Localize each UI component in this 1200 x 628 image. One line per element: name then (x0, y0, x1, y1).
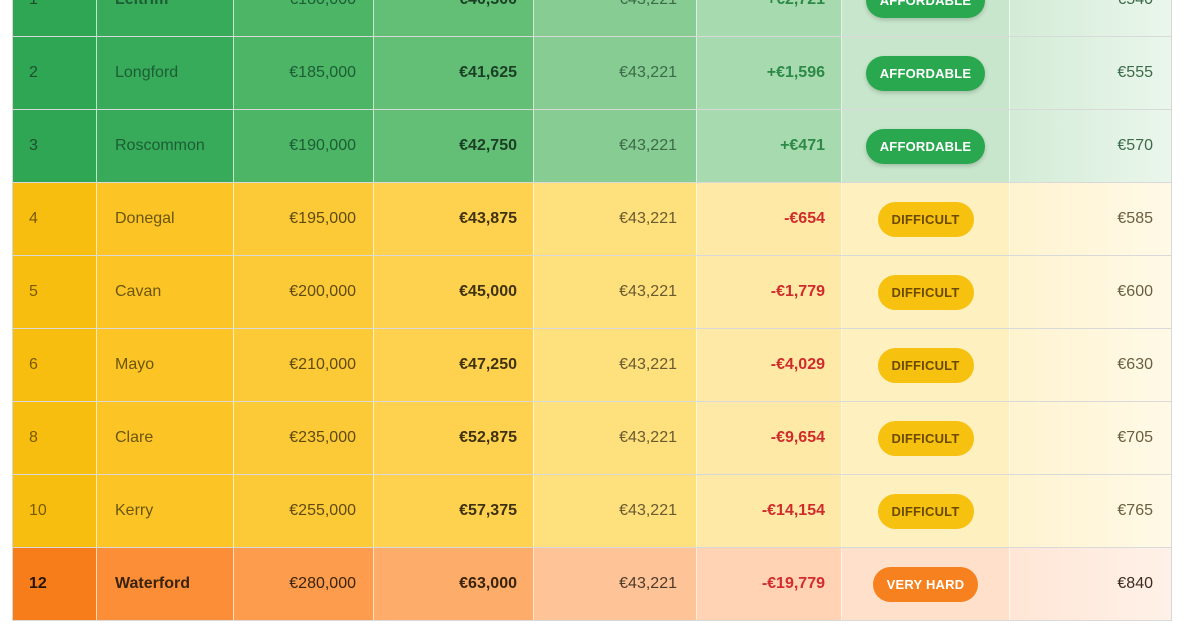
rank-cell: 6 (13, 329, 97, 401)
rank-cell: 5 (13, 256, 97, 328)
gap-cell: -€19,779 (697, 548, 842, 620)
table-row: 1 Leitrim €180,000 €40,500 €43,221 +€2,7… (13, 0, 1171, 37)
price-cell: €255,000 (234, 475, 374, 547)
median-income-cell: €43,221 (534, 37, 697, 109)
gap-cell: -€14,154 (697, 475, 842, 547)
rank-cell: 12 (13, 548, 97, 620)
median-income-cell: €43,221 (534, 329, 697, 401)
required-salary-cell: €63,000 (374, 548, 534, 620)
county-cell: Longford (97, 37, 234, 109)
monthly-cell: €705 (1010, 402, 1171, 474)
county-cell: Donegal (97, 183, 234, 255)
gap-cell: +€1,596 (697, 37, 842, 109)
table-row: 3 Roscommon €190,000 €42,750 €43,221 +€4… (13, 110, 1171, 183)
monthly-cell: €600 (1010, 256, 1171, 328)
gap-cell: -€4,029 (697, 329, 842, 401)
price-cell: €180,000 (234, 0, 374, 36)
price-cell: €235,000 (234, 402, 374, 474)
status-cell: VERY HARD (842, 548, 1010, 620)
status-cell: DIFFICULT (842, 183, 1010, 255)
county-cell: Roscommon (97, 110, 234, 182)
gap-cell: -€654 (697, 183, 842, 255)
price-cell: €185,000 (234, 37, 374, 109)
county-cell: Clare (97, 402, 234, 474)
county-cell: Cavan (97, 256, 234, 328)
required-salary-cell: €45,000 (374, 256, 534, 328)
median-income-cell: €43,221 (534, 0, 697, 36)
county-cell: Mayo (97, 329, 234, 401)
table-row: 6 Mayo €210,000 €47,250 €43,221 -€4,029 … (13, 329, 1171, 402)
monthly-cell: €540 (1010, 0, 1171, 36)
required-salary-cell: €52,875 (374, 402, 534, 474)
status-cell: DIFFICULT (842, 329, 1010, 401)
status-cell: AFFORDABLE (842, 0, 1010, 36)
status-cell: DIFFICULT (842, 402, 1010, 474)
status-cell: DIFFICULT (842, 475, 1010, 547)
required-salary-cell: €41,625 (374, 37, 534, 109)
status-badge: DIFFICULT (877, 420, 974, 456)
price-cell: €280,000 (234, 548, 374, 620)
status-badge: DIFFICULT (877, 493, 974, 529)
status-cell: AFFORDABLE (842, 37, 1010, 109)
monthly-cell: €630 (1010, 329, 1171, 401)
status-cell: DIFFICULT (842, 256, 1010, 328)
status-badge: AFFORDABLE (865, 0, 986, 18)
rank-cell: 3 (13, 110, 97, 182)
county-cell: Kerry (97, 475, 234, 547)
gap-cell: -€9,654 (697, 402, 842, 474)
median-income-cell: €43,221 (534, 402, 697, 474)
county-cell: Leitrim (97, 0, 234, 36)
table-row: 5 Cavan €200,000 €45,000 €43,221 -€1,779… (13, 256, 1171, 329)
median-income-cell: €43,221 (534, 183, 697, 255)
table-row: 4 Donegal €195,000 €43,875 €43,221 -€654… (13, 183, 1171, 256)
rank-cell: 10 (13, 475, 97, 547)
table-row: 8 Clare €235,000 €52,875 €43,221 -€9,654… (13, 402, 1171, 475)
gap-cell: +€471 (697, 110, 842, 182)
table-row: 2 Longford €185,000 €41,625 €43,221 +€1,… (13, 37, 1171, 110)
required-salary-cell: €40,500 (374, 0, 534, 36)
price-cell: €190,000 (234, 110, 374, 182)
status-cell: AFFORDABLE (842, 110, 1010, 182)
status-badge: DIFFICULT (877, 201, 974, 237)
status-badge: DIFFICULT (877, 347, 974, 383)
required-salary-cell: €57,375 (374, 475, 534, 547)
status-badge: AFFORDABLE (865, 128, 986, 164)
rank-cell: 8 (13, 402, 97, 474)
median-income-cell: €43,221 (534, 256, 697, 328)
median-income-cell: €43,221 (534, 548, 697, 620)
price-cell: €200,000 (234, 256, 374, 328)
required-salary-cell: €43,875 (374, 183, 534, 255)
price-cell: €195,000 (234, 183, 374, 255)
median-income-cell: €43,221 (534, 475, 697, 547)
monthly-cell: €570 (1010, 110, 1171, 182)
monthly-cell: €765 (1010, 475, 1171, 547)
rank-cell: 1 (13, 0, 97, 36)
county-cell: Waterford (97, 548, 234, 620)
rank-cell: 2 (13, 37, 97, 109)
status-badge: DIFFICULT (877, 274, 974, 310)
monthly-cell: €585 (1010, 183, 1171, 255)
gap-cell: +€2,721 (697, 0, 842, 36)
monthly-cell: €555 (1010, 37, 1171, 109)
status-badge: VERY HARD (872, 566, 979, 602)
gap-cell: -€1,779 (697, 256, 842, 328)
monthly-cell: €840 (1010, 548, 1171, 620)
rank-cell: 4 (13, 183, 97, 255)
median-income-cell: €43,221 (534, 110, 697, 182)
required-salary-cell: €47,250 (374, 329, 534, 401)
table-row: 12 Waterford €280,000 €63,000 €43,221 -€… (13, 548, 1171, 621)
affordability-table: 1 Leitrim €180,000 €40,500 €43,221 +€2,7… (12, 0, 1172, 621)
status-badge: AFFORDABLE (865, 55, 986, 91)
table-row: 10 Kerry €255,000 €57,375 €43,221 -€14,1… (13, 475, 1171, 548)
required-salary-cell: €42,750 (374, 110, 534, 182)
price-cell: €210,000 (234, 329, 374, 401)
